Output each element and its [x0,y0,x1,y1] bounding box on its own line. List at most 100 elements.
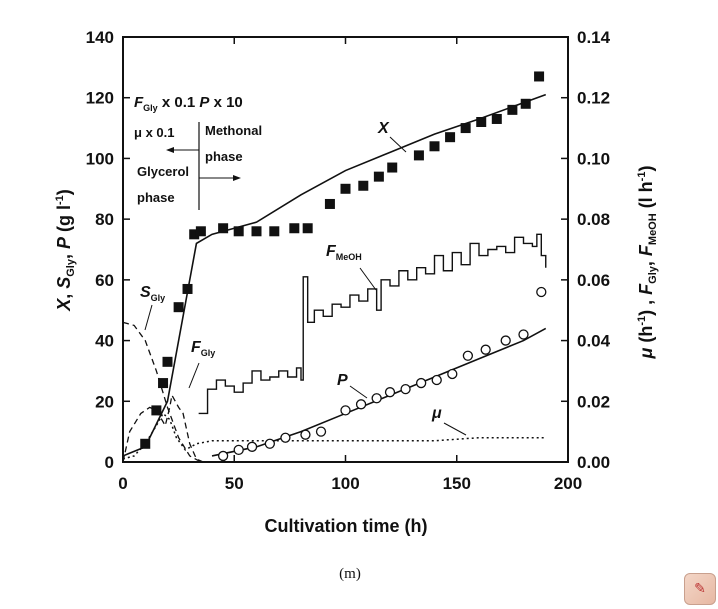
line-s-gly [122,321,202,463]
point-p [480,344,491,355]
point-p [536,286,547,298]
point-p [415,377,427,389]
point-x [158,378,169,389]
point-p [340,405,351,416]
point-x [162,356,173,367]
arrow-right-icon [233,175,241,181]
y-left-tick-label: 20 [95,392,114,411]
point-p [355,399,367,410]
point-p [447,368,458,380]
point-x [340,183,351,194]
point-x [233,226,244,237]
label-mu-pointer [443,422,467,436]
annotation-methonal: Methonal [205,123,262,138]
label-fgly-pointer [188,362,200,389]
point-p [384,387,396,398]
point-p [315,426,327,437]
y-left-tick-label: 60 [95,271,114,290]
annotation-glycerol-phase: phase [137,190,175,205]
line-mu [122,412,546,460]
point-x [173,302,184,313]
point-p [217,450,229,462]
series-markers [140,71,547,462]
label-fmeoh-series: FMeOH [326,243,362,262]
line-f-meoh [198,233,547,415]
figure-caption: (m) [339,566,361,582]
point-x [476,117,487,127]
y-right-tick-label: 0.14 [577,28,611,47]
point-x [491,113,502,124]
point-x [269,226,280,237]
point-x [302,223,313,234]
point-x [373,171,384,182]
label-x-series: X [377,120,390,137]
point-x [189,229,200,240]
point-x [324,198,335,209]
point-p [518,329,529,340]
y-right-tick-label: 0.10 [577,149,610,168]
annotation-scale-line1: FGly x 0.1 P x 10 [134,94,243,113]
x-tick-label: 50 [225,474,244,493]
point-p [462,350,474,361]
y-right-tick-label: 0.04 [577,332,611,351]
annotation-methonal-phase: phase [205,149,243,164]
y-left-tick-label: 120 [86,89,114,108]
label-fgly-series: FGly [191,339,215,358]
point-x [387,162,398,173]
x-axis-label: Cultivation time (h) [265,516,428,536]
point-x [251,226,262,237]
line-p [211,327,547,457]
point-p [500,335,511,346]
label-x-pointer [389,136,407,153]
y-right-tick-label: 0.08 [577,210,610,229]
label-sgly-series: SGly [140,284,165,303]
point-x [218,223,229,234]
y-left-tick-label: 80 [95,210,114,229]
point-x [534,71,545,82]
y-right-tick-label: 0.12 [577,89,610,108]
y-right-tick-label: 0.02 [577,392,610,411]
point-x [520,98,531,109]
point-p [264,438,276,449]
point-p [300,429,311,440]
point-p [431,374,442,386]
label-p-series: P [337,372,348,389]
x-tick-label: 200 [554,474,582,493]
y-left-tick-label: 100 [86,149,114,168]
point-x [507,104,518,115]
point-x [182,283,193,294]
point-x [289,223,300,234]
arrow-left-icon [166,147,174,153]
point-x [195,226,206,237]
point-x [413,150,424,161]
annotation-scale-line2: μ x 0.1 [134,125,174,140]
line-x [122,93,547,457]
x-tick-label: 100 [331,474,359,493]
x-tick-label: 150 [443,474,471,493]
label-mu-series: μ [431,405,442,422]
label-p-pointer [349,385,368,399]
y-left-tick-label: 40 [95,332,114,351]
point-p [246,441,258,452]
y-axis-left-label: X, SGly, P (g l-1) [54,189,77,312]
point-x [358,180,369,191]
point-x [445,132,456,143]
y-left-tick-label: 140 [86,28,114,47]
point-p [400,383,411,395]
line-f-gly [122,393,204,463]
point-x [429,141,440,152]
axis-ticks: 0 50 100 150 200 0 20 40 60 80 100 120 140 0.00 0.02 0.… [86,28,611,493]
point-x [460,123,471,134]
label-fmeoh-pointer [359,267,377,291]
point-p [280,432,291,443]
x-tick-label: 0 [118,474,127,493]
annotation-glycerol: Glycerol [137,164,189,179]
y-axis-right-label: μ (h-1) , FGly, FMeOH (l h-1) [636,166,659,360]
app-badge-icon: ✎ [684,573,716,605]
y-left-tick-label: 0 [105,453,114,472]
label-sgly-pointer [144,304,153,331]
point-x [140,438,151,449]
y-right-tick-label: 0.00 [577,453,610,472]
point-x [151,405,162,416]
